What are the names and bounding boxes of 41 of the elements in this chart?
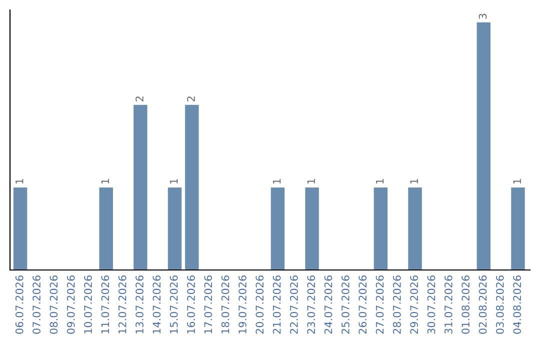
x-tick-label: 11.07.2026 — [101, 276, 110, 334]
data-label: 1 — [376, 179, 384, 184]
x-tick-label: 12.07.2026 — [118, 276, 126, 334]
x-tick-label: 02.08.2026 — [478, 276, 487, 334]
data-label: 1 — [170, 179, 178, 184]
x-tick-label: 31.07.2026 — [444, 276, 452, 334]
x-tick-label: 07.07.2026 — [32, 276, 40, 334]
data-label: 2 — [136, 96, 144, 102]
data-label: 1 — [16, 179, 24, 184]
data-label: 3 — [478, 14, 487, 19]
data-label: 1 — [307, 179, 315, 184]
x-tick-label: 28.07.2026 — [393, 276, 401, 334]
x-tick-label: 27.07.2026 — [376, 276, 384, 334]
x-tick-label: 14.07.2026 — [152, 276, 161, 334]
x-tick-label: 30.07.2026 — [427, 276, 436, 334]
x-tick-label: 10.07.2026 — [84, 276, 92, 334]
x-tick-label: 26.07.2026 — [358, 276, 367, 334]
x-tick-label: 16.07.2026 — [187, 276, 195, 334]
x-tick-label: 03.08.2026 — [496, 276, 504, 334]
x-tick-label: 06.07.2026 — [15, 276, 24, 334]
data-label: 1 — [513, 179, 521, 184]
x-tick-label: 15.07.2026 — [170, 276, 178, 334]
x-tick-label: 20.07.2026 — [256, 276, 264, 334]
x-tick-label: 18.07.2026 — [221, 276, 230, 334]
data-label: 2 — [187, 96, 195, 102]
x-tick-label: 01.08.2026 — [462, 276, 470, 334]
x-tick-label: 22.07.2026 — [290, 276, 298, 334]
x-tick-label: 08.07.2026 — [50, 276, 58, 334]
x-tick-label: 29.07.2026 — [410, 276, 418, 334]
data-label: 1 — [273, 179, 281, 184]
x-tick-label: 24.07.2026 — [324, 276, 332, 334]
x-tick-label: 09.07.2026 — [66, 276, 75, 334]
x-tick-label: 25.07.2026 — [342, 276, 350, 334]
x-tick-label: 19.07.2026 — [238, 276, 246, 334]
data-label: 1 — [101, 179, 109, 184]
x-tick-label: 04.08.2026 — [513, 276, 522, 334]
x-tick-label: 13.07.2026 — [136, 276, 144, 334]
data-label: 1 — [410, 179, 418, 184]
x-tick-label: 23.07.2026 — [307, 276, 316, 334]
x-tick-label: 21.07.2026 — [272, 276, 281, 334]
x-tick-label: 17.07.2026 — [204, 276, 212, 334]
